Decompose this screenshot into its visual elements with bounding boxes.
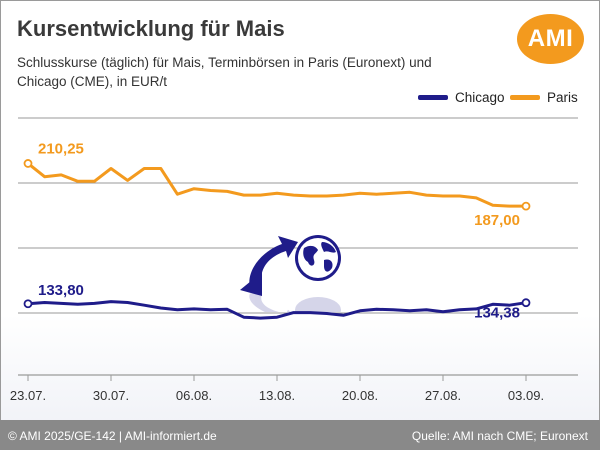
ami-logo-icon: AMI	[517, 14, 584, 64]
legend-label-chicago: Chicago	[455, 90, 505, 105]
globe-icon	[295, 235, 341, 281]
x-tick-label: 27.08.	[425, 388, 461, 403]
chart-title: Kursentwicklung für Mais	[17, 16, 285, 41]
x-tick-label: 13.08.	[259, 388, 295, 403]
data-point-paris	[23, 159, 33, 168]
data-point-paris	[521, 201, 531, 211]
legend-swatch-chicago	[418, 95, 448, 100]
x-tick-label: 03.09.	[508, 388, 544, 403]
footer-copyright: © AMI 2025/GE-142 | AMI-informiert.de	[8, 429, 217, 443]
data-point-chicago	[23, 299, 33, 309]
chart-subtitle: Schlusskurse (täglich) für Mais, Terminb…	[17, 55, 432, 89]
x-tick-label: 30.07.	[93, 388, 129, 403]
legend-item-chicago: Chicago	[418, 90, 505, 105]
legend-label-paris: Paris	[547, 90, 578, 105]
data-label-chicago: 133,80	[38, 282, 84, 299]
data-label-paris: 187,00	[474, 212, 520, 229]
arrow-globe-icon-group	[240, 235, 341, 312]
chart-legend: Chicago Paris	[0, 90, 600, 110]
footer-source: Quelle: AMI nach CME; Euronext	[411, 429, 588, 443]
series-line-paris	[27, 162, 526, 208]
arrow-icon	[240, 236, 298, 296]
legend-item-paris: Paris	[510, 90, 578, 105]
data-point-chicago	[521, 298, 531, 308]
legend-swatch-paris	[510, 95, 540, 100]
data-label-chicago: 134,38	[474, 305, 520, 322]
line-chart: 23.07. 30.07. 06.08. 13.08. 20.08. 27.08. 03.0…	[10, 117, 578, 403]
series-line-chicago	[27, 300, 527, 320]
x-tick-label: 06.08.	[176, 388, 212, 403]
footer-bar: © AMI 2025/GE-142 | AMI-informiert.de Qu…	[0, 420, 600, 450]
x-tick-label: 23.07.	[10, 388, 46, 403]
data-label-paris: 210,25	[38, 140, 84, 157]
x-tick-label: 20.08.	[342, 388, 378, 403]
